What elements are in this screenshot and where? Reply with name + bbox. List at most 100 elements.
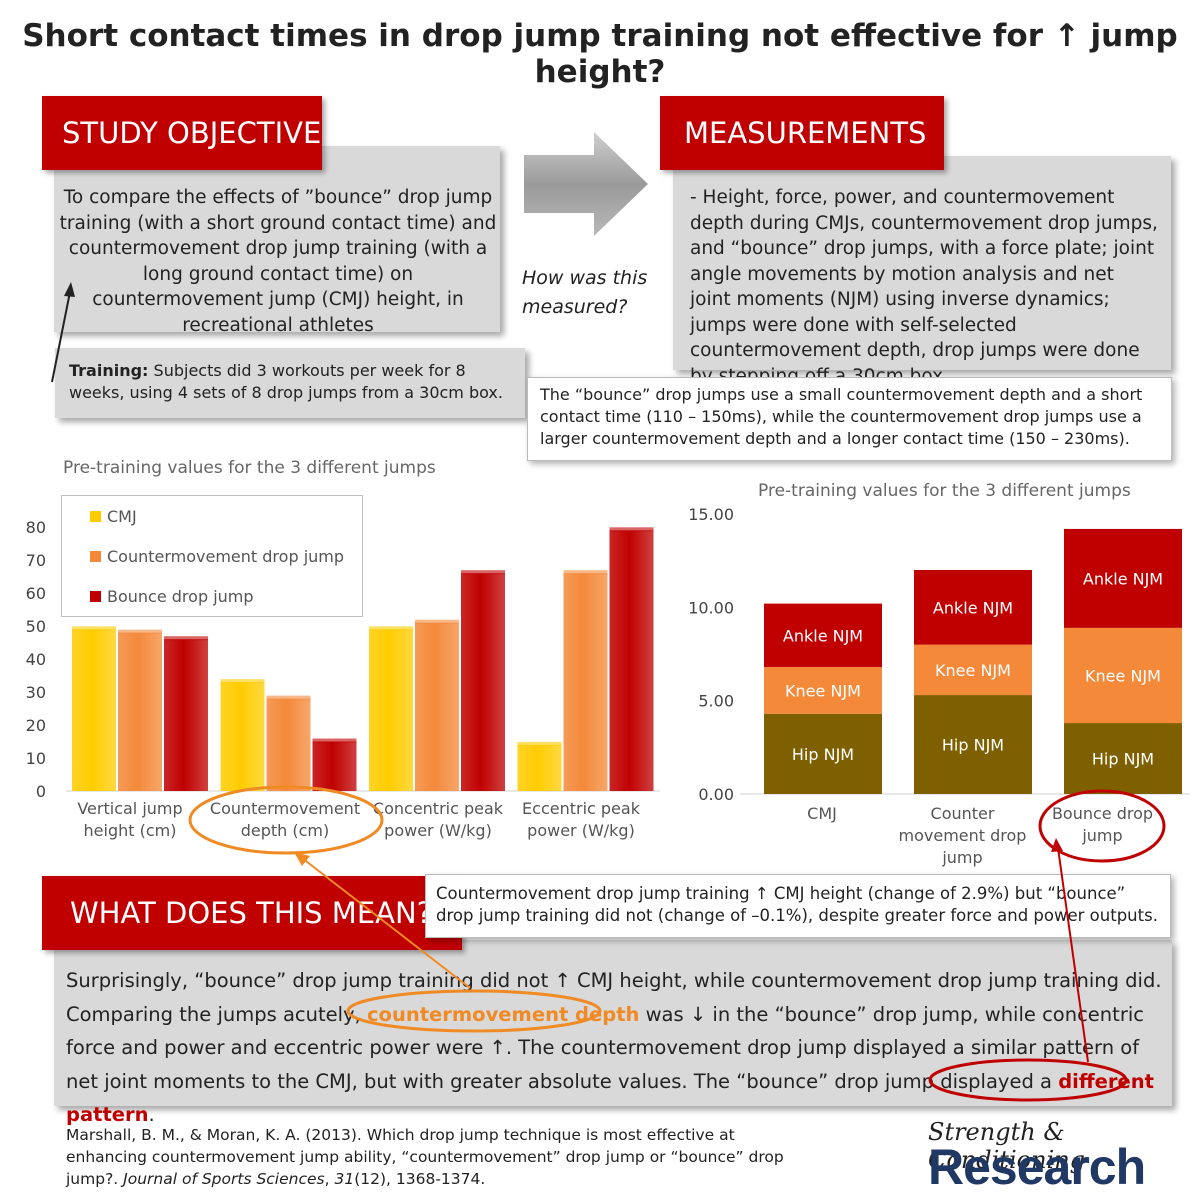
left-chart: 0 10 20 30 40 50 60 70 80 xyxy=(26,518,660,801)
training-pointer-arrow xyxy=(51,282,75,383)
meaning-text-part-2: was ↓ in the “bounce” drop jump, while c… xyxy=(66,1002,1144,1093)
training-box: Training: Subjects did 3 workouts per we… xyxy=(55,348,525,418)
right-seg-label-knee-njm-1: Knee NJM xyxy=(935,661,1011,680)
right-seg-label-ankle-njm-0: Ankle NJM xyxy=(783,626,863,645)
right-seg-knee-njm-2 xyxy=(1064,627,1182,724)
left-bar-countermovement-drop-jump-2 xyxy=(415,622,459,791)
result-text: Countermovement drop jump training ↑ CMJ… xyxy=(436,884,1158,925)
page-title: Short contact times in drop jump trainin… xyxy=(22,18,1178,90)
legend-item-cm-drop: Countermovement drop jump xyxy=(90,536,362,576)
left-bar-top-countermovement-drop-jump-2 xyxy=(415,619,459,624)
right-y-tick-1: 5.00 xyxy=(698,692,734,711)
left-bar-top-bounce-drop-jump-2 xyxy=(461,570,505,575)
measurements-box xyxy=(673,156,1171,370)
right-seg-label-hip-njm-0: Hip NJM xyxy=(792,745,854,764)
bounce-note-box: The “bounce” drop jumps use a small coun… xyxy=(527,377,1172,461)
measurements-text: - Height, force, power, and countermovem… xyxy=(690,187,1158,387)
left-chart-title: Pre-training values for the 3 different … xyxy=(63,458,436,478)
right-seg-knee-njm-1 xyxy=(914,644,1032,696)
left-y-tick-7: 70 xyxy=(26,551,46,570)
right-cat-label-0: CMJ xyxy=(807,804,837,823)
result-box: Countermovement drop jump training ↑ CMJ… xyxy=(425,874,1171,938)
left-bar-bounce-drop-jump-0 xyxy=(164,639,208,791)
citation-volume: 31 xyxy=(334,1170,355,1188)
right-seg-ankle-njm-0 xyxy=(764,603,882,668)
citation: Marshall, B. M., & Moran, K. A. (2013). … xyxy=(66,1124,806,1190)
citation-mid: , xyxy=(324,1170,335,1188)
right-seg-knee-njm-0 xyxy=(764,667,882,714)
bounce-note-text: The “bounce” drop jumps use a small coun… xyxy=(540,385,1143,448)
legend-label-bounce: Bounce drop jump xyxy=(107,586,254,606)
right-y-tick-3: 15.00 xyxy=(688,505,734,524)
measurements-header: MEASUREMENTS xyxy=(660,96,944,170)
right-cat-label-1: Counter movement drop jump xyxy=(898,804,1027,867)
legend-item-bounce: Bounce drop jump xyxy=(90,576,362,616)
right-y-tick-2: 10.00 xyxy=(688,598,734,617)
left-bar-countermovement-drop-jump-0 xyxy=(118,632,162,791)
legend-swatch-bounce xyxy=(90,590,101,602)
training-text: Subjects did 3 workouts per week for 8 w… xyxy=(69,361,503,402)
right-chart: 0.00 5.00 10.00 15.00 Hip NJM Knee NJM Ankle N… xyxy=(688,505,1190,804)
left-bar-bounce-drop-jump-3 xyxy=(609,530,654,791)
citation-pre: Marshall, B. M., & Moran, K. A. (2013). … xyxy=(66,1126,784,1188)
training-label: Training: xyxy=(69,361,149,380)
right-y-tick-0: 0.00 xyxy=(698,785,734,804)
highlight-countermovement-depth: countermovement depth xyxy=(366,1002,640,1026)
meaning-header: WHAT DOES THIS MEAN? xyxy=(42,876,462,950)
left-y-tick-1: 10 xyxy=(26,749,46,768)
right-seg-ankle-njm-2 xyxy=(1064,528,1182,628)
flow-arrow-icon xyxy=(524,132,648,236)
left-y-tick-2: 20 xyxy=(26,716,46,735)
right-seg-label-knee-njm-2: Knee NJM xyxy=(1085,666,1161,685)
left-bar-bounce-drop-jump-1 xyxy=(312,741,357,791)
left-y-tick-8: 80 xyxy=(26,518,46,537)
legend-swatch-cmj xyxy=(90,510,101,522)
left-y-tick-6: 60 xyxy=(26,584,46,603)
left-cat-label-3: Eccentric peak power (W/kg) xyxy=(522,799,640,840)
legend-swatch-cm-drop xyxy=(90,550,101,562)
legend-label-cm-drop: Countermovement drop jump xyxy=(107,546,345,566)
left-cat-label-1: Countermovement depth (cm) xyxy=(209,799,361,840)
objective-text: To compare the effects of ”bounce” drop … xyxy=(59,187,497,336)
left-bar-cmj-2 xyxy=(369,629,413,791)
citation-journal: Journal of Sports Sciences xyxy=(123,1170,325,1188)
left-cat-label-0: Vertical jump height (cm) xyxy=(77,799,183,840)
objective-box xyxy=(54,146,500,332)
left-bar-top-cmj-1 xyxy=(220,679,265,684)
right-seg-hip-njm-2 xyxy=(1064,723,1182,794)
right-seg-label-ankle-njm-1: Ankle NJM xyxy=(933,598,1013,617)
objective-header: STUDY OBJECTIVE xyxy=(42,96,322,170)
left-bar-top-bounce-drop-jump-1 xyxy=(312,738,357,743)
right-seg-hip-njm-0 xyxy=(764,713,882,794)
left-bar-top-countermovement-drop-jump-1 xyxy=(266,695,311,700)
left-bar-cmj-0 xyxy=(72,629,116,791)
left-bar-top-cmj-3 xyxy=(517,741,562,746)
legend-label-cmj: CMJ xyxy=(107,506,137,526)
legend-item-cmj: CMJ xyxy=(90,496,362,536)
brand-line-2: Research xyxy=(928,1139,1146,1195)
right-seg-label-ankle-njm-2: Ankle NJM xyxy=(1083,569,1163,588)
left-chart-legend: CMJ Countermovement drop jump Bounce dro… xyxy=(61,495,363,617)
left-bar-top-bounce-drop-jump-0 xyxy=(164,636,208,641)
left-y-tick-0: 0 xyxy=(36,782,46,801)
left-bar-top-countermovement-drop-jump-0 xyxy=(118,629,162,634)
right-seg-label-hip-njm-1: Hip NJM xyxy=(942,736,1004,755)
meaning-header-label: WHAT DOES THIS MEAN? xyxy=(70,896,433,930)
right-seg-label-knee-njm-0: Knee NJM xyxy=(785,681,861,700)
arrow-question: How was this measured? xyxy=(522,267,648,318)
left-bar-countermovement-drop-jump-1 xyxy=(266,698,311,791)
left-bar-top-cmj-0 xyxy=(72,626,116,631)
right-seg-hip-njm-1 xyxy=(914,695,1032,794)
left-y-tick-5: 50 xyxy=(26,617,46,636)
measurements-header-label: MEASUREMENTS xyxy=(684,116,927,150)
left-bar-cmj-1 xyxy=(220,682,265,791)
left-bar-top-cmj-2 xyxy=(369,626,413,631)
meaning-text: Surprisingly, “bounce” drop jump trainin… xyxy=(66,964,1166,1132)
objective-header-label: STUDY OBJECTIVE xyxy=(62,116,322,150)
left-bar-top-countermovement-drop-jump-3 xyxy=(563,570,608,575)
left-bar-cmj-3 xyxy=(517,744,562,791)
left-y-tick-4: 40 xyxy=(26,650,46,669)
meaning-text-part-3: . xyxy=(148,1103,155,1126)
right-seg-ankle-njm-1 xyxy=(914,570,1032,645)
left-bar-bounce-drop-jump-2 xyxy=(461,573,505,791)
